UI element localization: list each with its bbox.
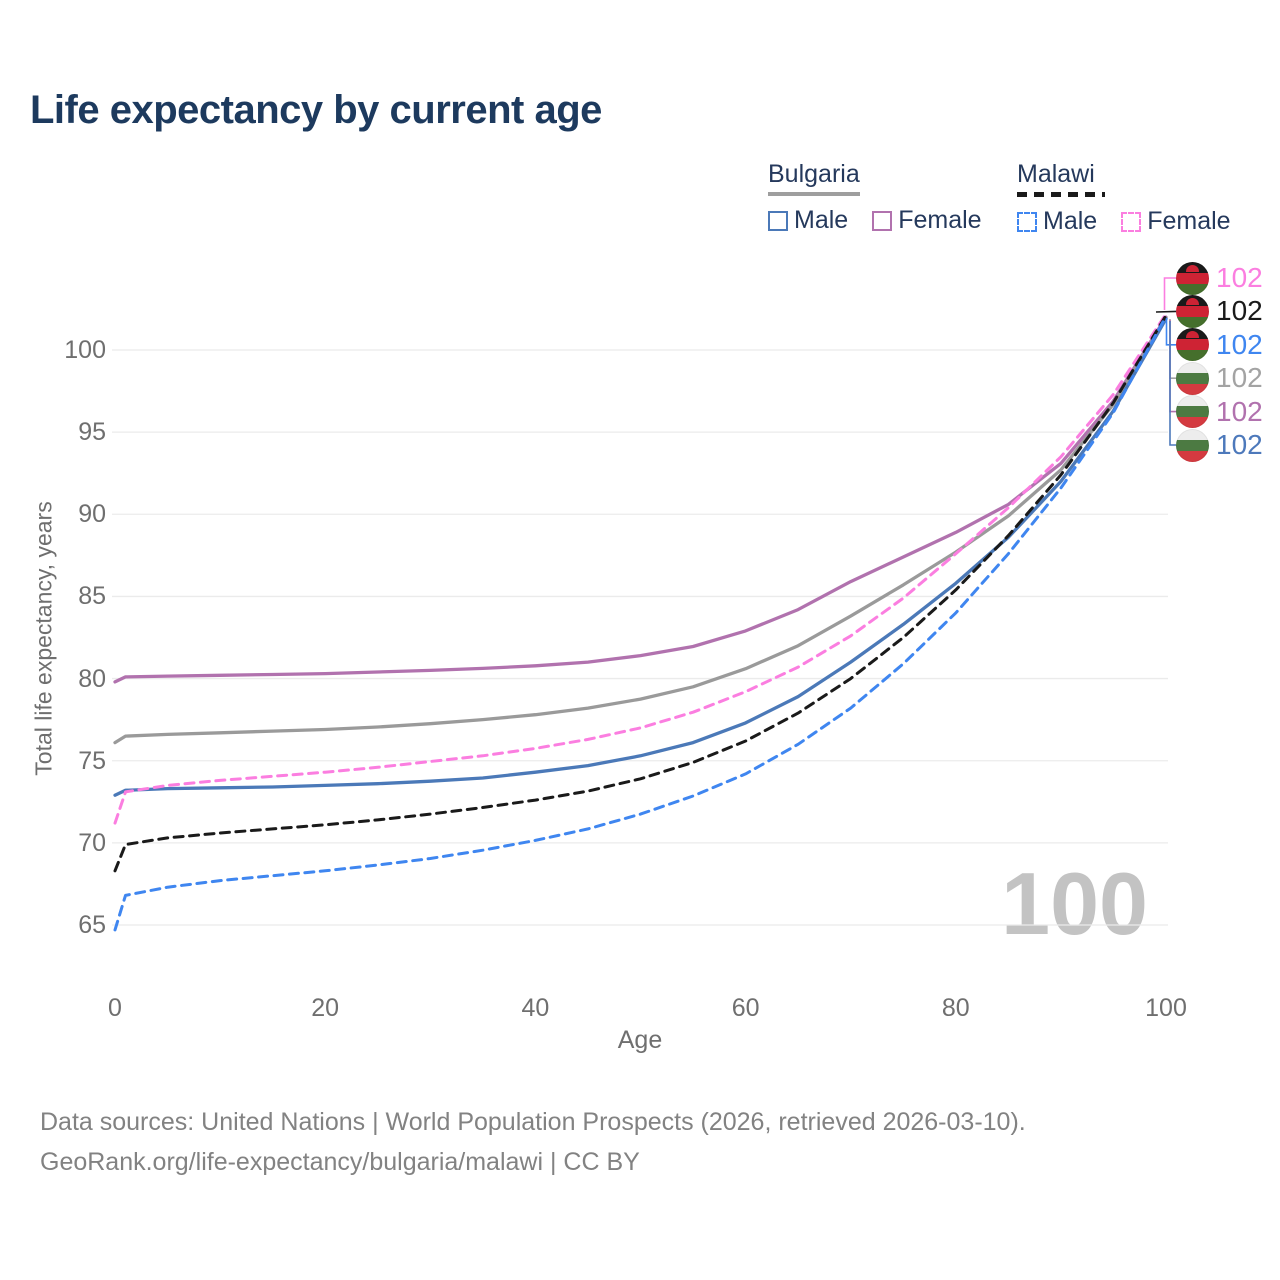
legend-group-malawi: Malawi Male Female (1017, 160, 1255, 236)
leader-line-malawi-all (1155, 310, 1177, 313)
x-tick-label-100: 100 (1145, 994, 1187, 1022)
bulgaria-flag-icon (1176, 395, 1209, 429)
series-line-bulgaria-male (113, 317, 1168, 797)
legend-country-bulgaria[interactable]: Bulgaria (768, 160, 860, 188)
legend-group-bulgaria: Bulgaria Male Female (768, 160, 1006, 235)
end-label-value-malawi-female: 102 (1216, 262, 1263, 293)
malawi-flag-icon (1176, 328, 1209, 362)
legend-country-malawi[interactable]: Malawi (1017, 160, 1095, 188)
y-tick-label-95: 95 (78, 418, 106, 447)
malawi-sun-icon (1186, 264, 1199, 272)
leader-line-malawi-female (1163, 277, 1176, 310)
end-label-malawi-male: 102 (1176, 328, 1263, 362)
series-line-malawi-female (113, 312, 1168, 825)
x-axis-title: Age (617, 1026, 663, 1054)
legend-item-malawi-male[interactable]: Male (1017, 207, 1097, 236)
watermark-current-age: 100 (1001, 854, 1148, 953)
legend-label-bulgaria-male: Male (794, 206, 849, 234)
page-title: Life expectancy by current age (30, 88, 602, 132)
end-label-value-bulgaria-male: 102 (1216, 429, 1263, 460)
end-label-bulgaria-female: 102 (1176, 395, 1263, 429)
end-label-value-bulgaria-all: 102 (1216, 362, 1263, 394)
y-tick-label-80: 80 (78, 664, 106, 693)
x-tick-label-0: 0 (108, 994, 122, 1022)
malawi-flag-icon (1176, 261, 1209, 295)
legend-row-bulgaria: Male Female (768, 206, 1006, 235)
series-line-bulgaria-all (113, 316, 1168, 745)
x-tick-label-80: 80 (941, 994, 970, 1022)
y-tick-label-85: 85 (78, 582, 106, 611)
footer-data-sources: Data sources: United Nations | World Pop… (40, 1108, 1026, 1136)
legend-item-bulgaria-male[interactable]: Male (768, 206, 848, 235)
x-tick-label-60: 60 (731, 994, 760, 1022)
legend-row-malawi: Male Female (1017, 207, 1255, 236)
end-label-bulgaria-male: 102 (1176, 428, 1263, 462)
y-tick-label-70: 70 (78, 828, 106, 857)
malawi-sun-icon (1186, 331, 1199, 339)
legend-swatch-bulgaria-line (768, 192, 860, 196)
legend-label-malawi-female: Female (1147, 207, 1231, 235)
footer-attribution: GeoRank.org/life-expectancy/bulgaria/mal… (40, 1148, 640, 1176)
end-label-value-bulgaria-female: 102 (1216, 395, 1263, 427)
malawi-flag-icon (1176, 294, 1209, 328)
x-tick-label-20: 20 (311, 994, 340, 1022)
legend-swatch-bulgaria-male (768, 210, 788, 231)
legend-swatch-bulgaria-female (872, 210, 893, 231)
legend-swatch-malawi-female (1121, 211, 1142, 232)
end-label-value-malawi-male: 102 (1216, 328, 1263, 360)
y-axis-title: Total life expectancy, years (30, 501, 57, 776)
malawi-sun-icon (1186, 297, 1199, 305)
legend-swatch-malawi-male (1017, 211, 1037, 232)
series-line-malawi-male (113, 314, 1168, 932)
bulgaria-flag-icon (1176, 428, 1209, 462)
end-label-bulgaria-all: 102 (1176, 361, 1263, 395)
series-line-malawi-all (113, 314, 1168, 873)
legend-label-malawi-male: Male (1043, 207, 1098, 235)
x-tick-label-40: 40 (521, 994, 550, 1022)
legend-label-bulgaria-female: Female (898, 206, 982, 234)
y-tick-label-90: 90 (78, 500, 106, 529)
legend-swatch-malawi-line (1017, 192, 1105, 197)
leader-line-malawi-male (1165, 318, 1176, 346)
legend-item-malawi-female[interactable]: Female (1121, 207, 1231, 236)
end-label-malawi-all: 102 (1176, 294, 1263, 328)
end-label-value-malawi-all: 102 (1216, 295, 1263, 327)
y-tick-label-75: 75 (78, 746, 106, 775)
series-line-bulgaria-female (113, 315, 1168, 684)
legend-item-bulgaria-female[interactable]: Female (872, 206, 982, 235)
bulgaria-flag-icon (1176, 361, 1209, 395)
y-tick-label-65: 65 (78, 911, 106, 939)
end-label-malawi-female: 102 (1176, 261, 1263, 295)
y-tick-label-100: 100 (64, 335, 106, 364)
